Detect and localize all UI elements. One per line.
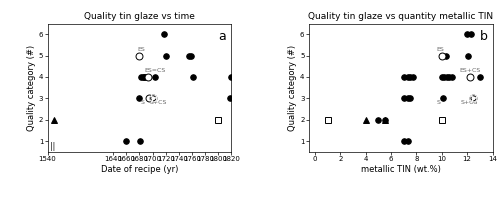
X-axis label: metallic TIN (wt.%): metallic TIN (wt.%) xyxy=(360,165,440,174)
Text: S: S xyxy=(141,100,144,105)
Text: S+CS: S+CS xyxy=(150,100,168,105)
Text: ||: || xyxy=(50,142,56,151)
Text: b: b xyxy=(480,30,488,43)
Title: Quality tin glaze vs quantity metallic TIN: Quality tin glaze vs quantity metallic T… xyxy=(308,12,493,21)
Text: ES=CS: ES=CS xyxy=(144,68,166,73)
Y-axis label: Quality category (#): Quality category (#) xyxy=(288,45,297,131)
Title: Quality tin glaze vs time: Quality tin glaze vs time xyxy=(84,12,195,21)
Text: S: S xyxy=(436,100,440,105)
Text: ES: ES xyxy=(436,47,444,52)
Text: a: a xyxy=(218,30,226,43)
Y-axis label: Quality category (#): Quality category (#) xyxy=(27,45,36,131)
Text: ES+CS: ES+CS xyxy=(460,68,481,73)
Text: ES: ES xyxy=(138,47,145,52)
X-axis label: Date of recipe (yr): Date of recipe (yr) xyxy=(101,165,178,174)
Text: S+CS: S+CS xyxy=(461,100,478,105)
